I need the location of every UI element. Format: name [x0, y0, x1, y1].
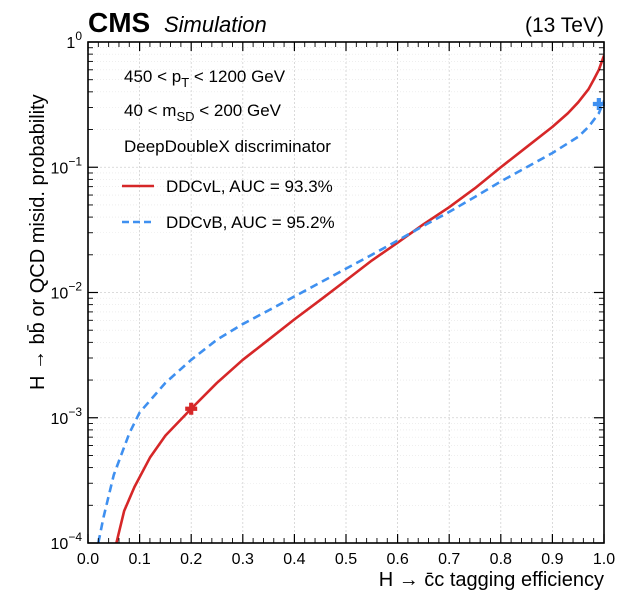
- x-tick-label: 0.9: [541, 551, 563, 568]
- x-tick-label: 0.4: [283, 551, 305, 568]
- working-point-marker: [185, 402, 198, 415]
- x-tick-label: 0.5: [335, 551, 357, 568]
- y-tick-label: 10: [66, 29, 82, 52]
- pt-cut-text: 450 < p: [124, 67, 181, 86]
- simulation-label: Simulation: [164, 12, 267, 37]
- discriminator-annotation: DeepDoubleX discriminator: [124, 137, 331, 156]
- working-point-marker: [592, 97, 605, 110]
- legend: DDCvL, AUC = 93.3% DDCvB, AUC = 95.2%: [122, 177, 335, 232]
- legend-label-ddcvb: DDCvB, AUC = 95.2%: [166, 213, 335, 232]
- x-tick-label: 0.3: [232, 551, 254, 568]
- pt-cut-rest: < 1200 GeV: [189, 67, 286, 86]
- x-tick-label: 0.6: [386, 551, 408, 568]
- x-tick-label: 0.1: [128, 551, 150, 568]
- y-tick-label: 10−1: [51, 154, 83, 177]
- x-tick-label: 0.7: [438, 551, 460, 568]
- y-tick-label: 10−2: [51, 280, 83, 303]
- working-point-markers: [185, 97, 605, 415]
- pt-subscript: T: [181, 75, 189, 90]
- msd-cut-annotation: 40 < mSD < 200 GeV: [124, 101, 282, 124]
- pt-cut-annotation: 450 < pT < 1200 GeV: [124, 67, 286, 90]
- energy-label: (13 TeV): [525, 14, 604, 37]
- x-tick-label: 0.8: [490, 551, 512, 568]
- cms-label: CMS: [88, 7, 150, 38]
- curves: [97, 55, 604, 543]
- y-tick-label: 10−3: [51, 405, 83, 428]
- series-line-1: [97, 100, 604, 543]
- y-tick-labels: 10−4 10−3 10−2 10−1 10: [51, 29, 83, 553]
- x-tick-label: 0.0: [77, 551, 99, 568]
- x-tick-label: 1.0: [593, 551, 615, 568]
- y-axis-label: H → bb̄ or QCD misid. probability: [26, 94, 49, 390]
- x-axis-label: H → c̄c tagging efficiency: [379, 569, 604, 591]
- msd-cut-text: 40 < m: [124, 101, 176, 120]
- grid-lines: [88, 42, 604, 543]
- msd-cut-rest: < 200 GeV: [195, 101, 282, 120]
- series-line-0: [115, 55, 604, 543]
- legend-label-ddcvl: DDCvL, AUC = 93.3%: [166, 177, 333, 196]
- axis-ticks: [87, 41, 605, 544]
- msd-subscript: SD: [176, 109, 194, 124]
- x-tick-label: 0.2: [180, 551, 202, 568]
- x-tick-labels: 0.0 0.1 0.2 0.3 0.4 0.5 0.6 0.7 0.8 0.9 1.0: [77, 551, 615, 568]
- y-tick-label: 10−4: [51, 530, 83, 553]
